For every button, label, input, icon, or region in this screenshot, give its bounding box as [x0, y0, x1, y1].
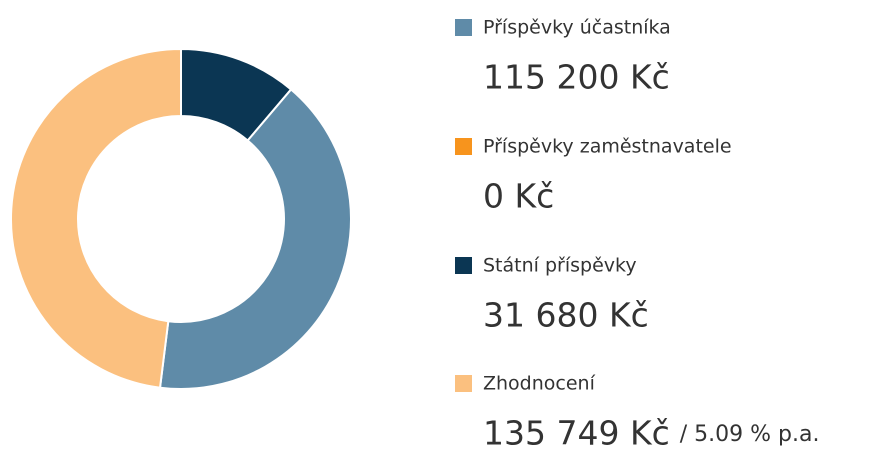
- legend-label: Zhodnocení: [483, 373, 596, 395]
- value-label: 135 749 Kč/ 5.09 % p.a.: [483, 414, 819, 453]
- slice: [158, 88, 352, 390]
- annotation: / 5.09 % p.a.: [680, 422, 820, 447]
- value-label: 0 Kč: [483, 177, 554, 216]
- legend-label: Státní příspěvky: [483, 255, 637, 277]
- legend-swatch: [455, 138, 472, 155]
- legend-label: Příspěvky zaměstnavatele: [483, 136, 732, 158]
- slice: [10, 47, 182, 389]
- value-label: 115 200 Kč: [483, 58, 670, 97]
- legend-swatch: [455, 375, 472, 392]
- legend-label: Příspěvky účastníka: [483, 17, 671, 39]
- value-label: 31 680 Kč: [483, 296, 649, 335]
- legend-swatch: [455, 257, 472, 274]
- legend-swatch: [455, 19, 472, 36]
